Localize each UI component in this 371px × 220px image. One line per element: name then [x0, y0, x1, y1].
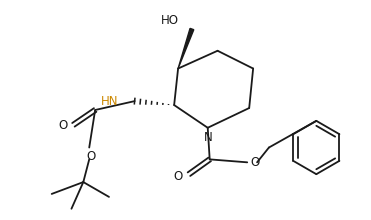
Text: HN: HN: [101, 95, 119, 108]
Text: O: O: [86, 150, 96, 163]
Text: HO: HO: [161, 14, 179, 27]
Polygon shape: [178, 28, 194, 69]
Text: O: O: [58, 119, 68, 132]
Text: N: N: [204, 131, 213, 144]
Text: O: O: [174, 170, 183, 183]
Text: O: O: [250, 156, 259, 169]
